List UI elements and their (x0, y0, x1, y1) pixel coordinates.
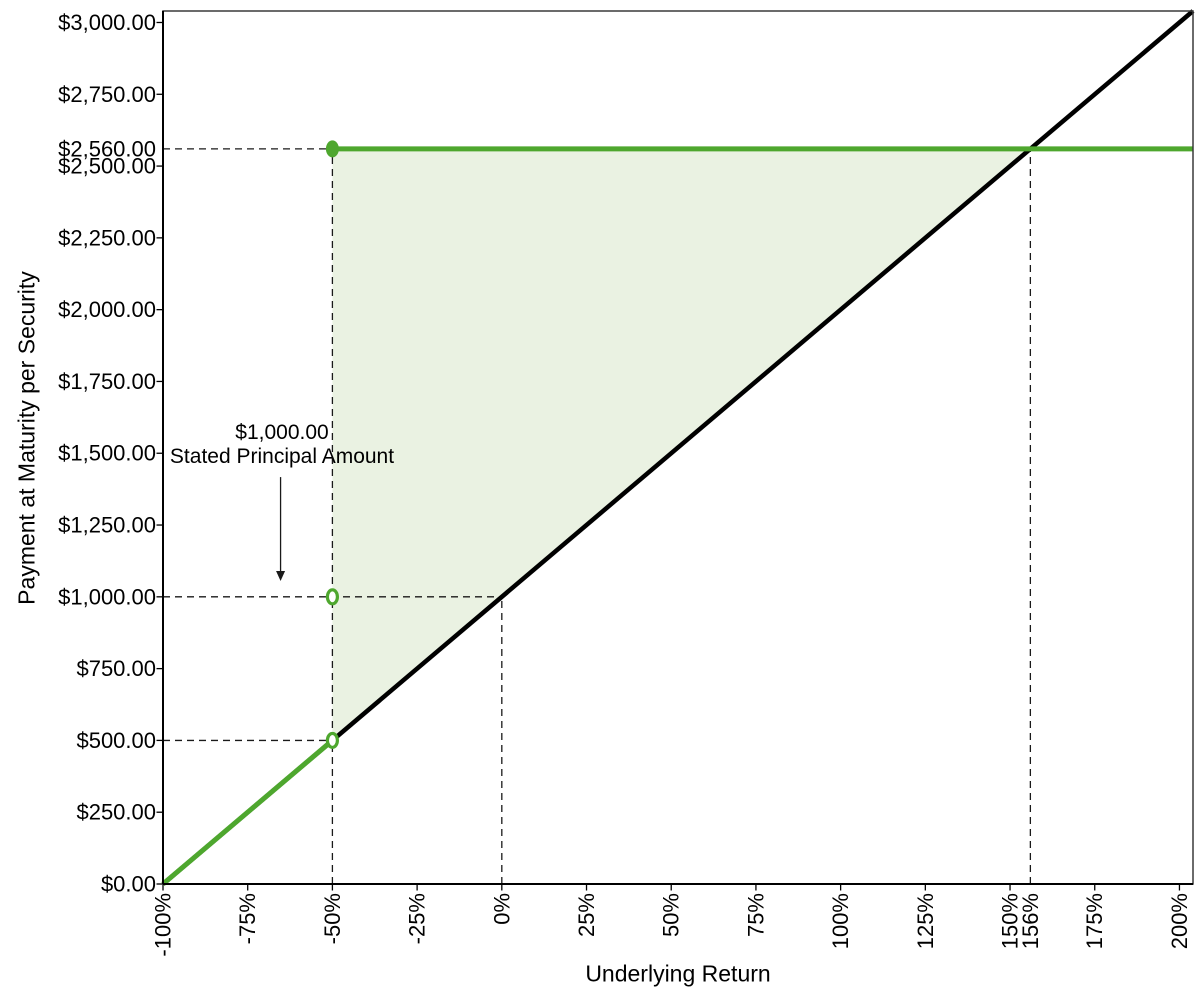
y-axis-title: Payment at Maturity per Security (13, 271, 40, 605)
x-tick-label: 150% (998, 893, 1023, 949)
annotation-amount: $1,000.00 (235, 421, 329, 444)
y-tick-label: $2,250.00 (58, 225, 156, 250)
y-tick-label: $2,560.00 (58, 136, 156, 161)
y-tick-label: $1,750.00 (58, 369, 156, 394)
capped-payment-marker (325, 140, 339, 158)
stated-principal-annotation: $1,000.00 Stated Principal Amount (170, 421, 394, 469)
open-point-marker (325, 588, 340, 606)
x-tick-label: 100% (828, 893, 853, 949)
x-tick-label: 156% (1018, 893, 1043, 949)
x-tick-label: 50% (659, 893, 684, 937)
x-tick-label: -100% (151, 893, 176, 957)
y-tick-label: $2,500.00 (58, 154, 156, 179)
x-tick-label: -25% (405, 893, 430, 944)
x-tick-label: 200% (1167, 893, 1192, 949)
open-point-marker (325, 731, 340, 750)
y-tick-label: $1,500.00 (58, 441, 156, 466)
y-tick-label: $250.00 (76, 800, 156, 825)
y-tick-label: $500.00 (76, 728, 156, 753)
y-tick-label: $2,750.00 (58, 82, 156, 107)
x-tick-label: 25% (574, 893, 599, 937)
payment-below-threshold (161, 738, 335, 886)
y-tick-label: $3,000.00 (58, 10, 156, 35)
x-tick-label: 75% (743, 893, 768, 937)
annotation-caption: Stated Principal Amount (169, 445, 395, 468)
y-tick-label: $1,250.00 (58, 513, 156, 538)
y-tick-label: $1,000.00 (58, 584, 156, 609)
annotation-arrow-head (276, 571, 286, 582)
y-tick-label: $0.00 (101, 872, 156, 897)
y-tick-label: $750.00 (76, 656, 156, 681)
x-tick-label: -75% (235, 893, 260, 944)
x-tick-label: 175% (1082, 893, 1107, 949)
x-tick-label: 125% (913, 893, 938, 949)
x-axis-title: Underlying Return (585, 960, 771, 987)
y-tick-label: $2,000.00 (58, 297, 156, 322)
x-tick-label: 0% (489, 893, 514, 925)
x-tick-label: -50% (320, 893, 345, 944)
